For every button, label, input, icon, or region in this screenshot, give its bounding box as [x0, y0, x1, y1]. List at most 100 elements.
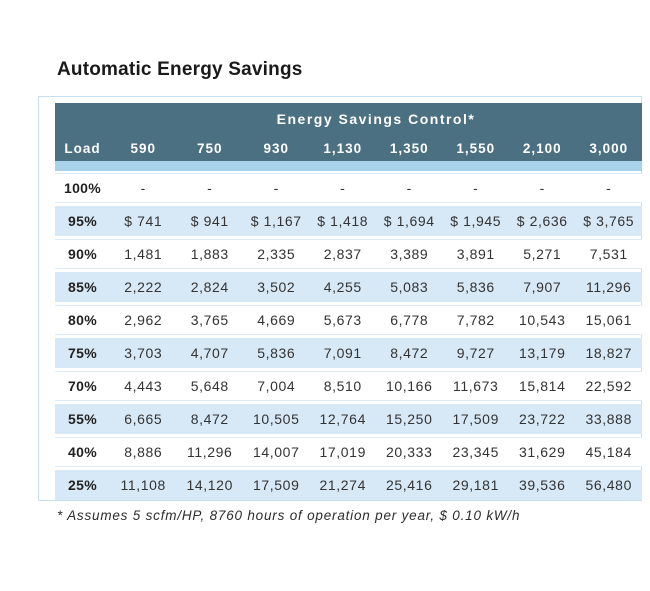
- value-cell: 29,181: [452, 477, 499, 493]
- value-cell: 56,480: [585, 477, 632, 493]
- value-cell: 8,886: [124, 444, 163, 460]
- column-header-1130: 1,130: [323, 140, 363, 156]
- value-cell: 8,472: [390, 345, 429, 361]
- table-header: Energy Savings Control* Load 590 750 930…: [55, 103, 642, 161]
- value-cell: 10,166: [386, 378, 433, 394]
- value-cell: 23,722: [519, 411, 566, 427]
- page-title: Automatic Energy Savings: [57, 59, 303, 80]
- value-cell: 4,443: [124, 378, 163, 394]
- value-cell: 10,505: [253, 411, 300, 427]
- value-cell: 8,510: [323, 378, 362, 394]
- value-cell: 6,778: [390, 312, 429, 328]
- value-cell: 17,509: [253, 477, 300, 493]
- value-cell: 39,536: [519, 477, 566, 493]
- value-cell: 23,345: [452, 444, 499, 460]
- value-cell: 20,333: [386, 444, 433, 460]
- value-cell: 7,004: [257, 378, 296, 394]
- value-cell: 25,416: [386, 477, 433, 493]
- value-cell: 45,184: [585, 444, 632, 460]
- table-row: 90% 1,481 1,883 2,335 2,837 3,389 3,891 5,271 7,…: [55, 239, 642, 269]
- group-header-label: Energy Savings Control*: [276, 111, 476, 127]
- value-cell: 11,673: [453, 378, 499, 394]
- value-cell: -: [340, 180, 346, 196]
- load-cell: 90%: [68, 246, 97, 262]
- table-row: 95% $ 741 $ 941 $ 1,167 $ 1,418 $ 1,694 $ 1,94…: [55, 206, 642, 236]
- value-cell: 2,962: [124, 312, 163, 328]
- value-cell: -: [606, 180, 612, 196]
- value-cell: 13,179: [519, 345, 566, 361]
- value-cell: -: [406, 180, 412, 196]
- table-row: 80% 2,962 3,765 4,669 5,673 6,778 7,782 10,543 1…: [55, 305, 642, 335]
- value-cell: -: [207, 180, 213, 196]
- value-cell: 7,091: [323, 345, 362, 361]
- value-cell: 18,827: [585, 345, 632, 361]
- value-cell: $ 1,418: [317, 213, 369, 229]
- value-cell: 2,222: [124, 279, 163, 295]
- value-cell: 11,296: [187, 444, 233, 460]
- value-cell: 8,472: [190, 411, 229, 427]
- table-row: 70% 4,443 5,648 7,004 8,510 10,166 11,673 15,81…: [55, 371, 642, 401]
- column-header-750: 750: [196, 140, 223, 156]
- footnote: * Assumes 5 scfm/HP, 8760 hours of opera…: [57, 508, 521, 523]
- value-cell: $ 741: [124, 213, 163, 229]
- value-cell: 12,764: [319, 411, 366, 427]
- column-header-2100: 2,100: [522, 140, 562, 156]
- value-cell: 5,673: [323, 312, 362, 328]
- value-cell: 17,509: [452, 411, 499, 427]
- column-header-930: 930: [263, 140, 290, 156]
- load-cell: 70%: [68, 378, 97, 394]
- value-cell: 14,120: [186, 477, 233, 493]
- value-cell: -: [273, 180, 279, 196]
- load-cell: 25%: [68, 477, 97, 493]
- value-cell: $ 1,694: [383, 213, 435, 229]
- table-row: 55% 6,665 8,472 10,505 12,764 15,250 17,509 23,…: [55, 404, 642, 434]
- table-row: 40% 8,886 11,296 14,007 17,019 20,333 23,345 31…: [55, 437, 642, 467]
- value-cell: 15,250: [386, 411, 433, 427]
- value-cell: 2,335: [257, 246, 296, 262]
- column-header-3000: 3,000: [589, 140, 629, 156]
- column-header-590: 590: [130, 140, 157, 156]
- value-cell: 33,888: [585, 411, 632, 427]
- value-cell: 1,883: [190, 246, 229, 262]
- table-row: 100% - - - - - - - -: [55, 173, 642, 203]
- value-cell: $ 2,636: [516, 213, 568, 229]
- value-cell: 3,502: [257, 279, 296, 295]
- value-cell: 17,019: [319, 444, 366, 460]
- value-cell: 9,727: [456, 345, 495, 361]
- column-header-1350: 1,350: [389, 140, 429, 156]
- energy-savings-table: Energy Savings Control* Load 590 750 930…: [55, 103, 642, 503]
- value-cell: 4,707: [190, 345, 229, 361]
- value-cell: 3,891: [456, 246, 495, 262]
- column-header-load: Load: [64, 140, 101, 156]
- value-cell: 10,543: [519, 312, 566, 328]
- value-cell: 6,665: [124, 411, 163, 427]
- value-cell: 4,255: [323, 279, 362, 295]
- load-cell: 40%: [68, 444, 97, 460]
- value-cell: 5,648: [190, 378, 229, 394]
- value-cell: -: [140, 180, 146, 196]
- load-cell: 80%: [68, 312, 97, 328]
- value-cell: 5,836: [257, 345, 296, 361]
- value-cell: 7,782: [456, 312, 495, 328]
- table-row: 85% 2,222 2,824 3,502 4,255 5,083 5,836 7,907 11…: [55, 272, 642, 302]
- value-cell: 2,837: [323, 246, 362, 262]
- value-cell: 5,083: [390, 279, 429, 295]
- value-cell: 14,007: [253, 444, 300, 460]
- value-cell: 3,765: [190, 312, 229, 328]
- value-cell: 5,836: [456, 279, 495, 295]
- table-group-header-row: Energy Savings Control*: [110, 103, 642, 135]
- load-cell: 55%: [68, 411, 97, 427]
- value-cell: 3,389: [390, 246, 429, 262]
- column-header-row: Load 590 750 930 1,130 1,350 1,550 2,100…: [55, 135, 642, 161]
- value-cell: $ 1,945: [450, 213, 502, 229]
- value-cell: 7,907: [523, 279, 562, 295]
- value-cell: 11,108: [120, 477, 166, 493]
- value-cell: $ 3,765: [583, 213, 635, 229]
- load-cell: 100%: [63, 180, 101, 196]
- value-cell: 31,629: [519, 444, 566, 460]
- table-row: 75% 3,703 4,707 5,836 7,091 8,472 9,727 13,179 1…: [55, 338, 642, 368]
- value-cell: 2,824: [190, 279, 229, 295]
- value-cell: 15,061: [585, 312, 632, 328]
- value-cell: 15,814: [519, 378, 566, 394]
- value-cell: 1,481: [124, 246, 163, 262]
